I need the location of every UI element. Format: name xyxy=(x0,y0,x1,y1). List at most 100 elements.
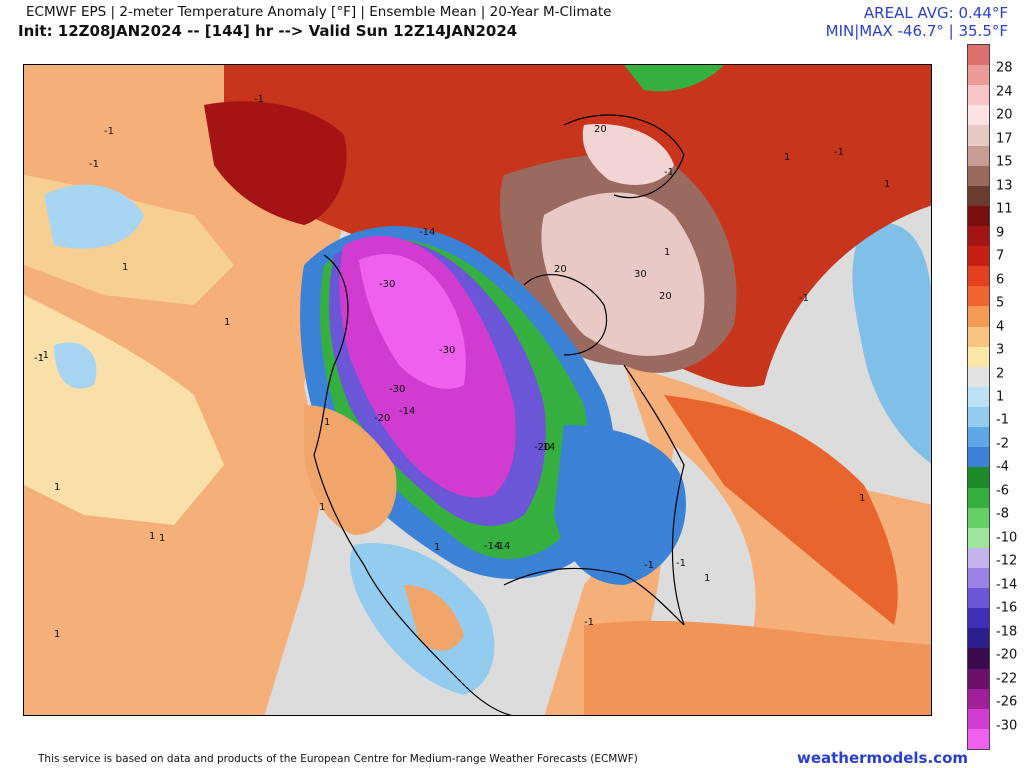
colorbar-swatch xyxy=(968,85,989,106)
colorbar-swatch xyxy=(968,648,989,670)
colorbar-label: 2 xyxy=(996,366,1005,382)
contour-label: -20 xyxy=(374,413,390,424)
colorbar-label: -30 xyxy=(996,718,1018,734)
colorbar-swatch xyxy=(968,547,989,569)
colorbar-swatch xyxy=(968,588,989,609)
colorbar-swatch xyxy=(968,728,989,750)
colorbar-label: 1 xyxy=(996,389,1005,405)
map-title: ECMWF EPS | 2-meter Temperature Anomaly … xyxy=(26,4,612,20)
colorbar-label: -14 xyxy=(996,577,1018,593)
contour-label: -30 xyxy=(389,384,405,395)
greenland-coastline xyxy=(563,114,685,199)
colorbar-swatch xyxy=(968,628,989,649)
contour-label: 20 xyxy=(659,291,672,302)
caribbean-warm xyxy=(584,620,931,715)
alaska-warm xyxy=(204,101,347,225)
colorbar-swatch xyxy=(968,205,989,227)
colorbar-swatch xyxy=(968,125,989,147)
colorbar-swatch xyxy=(968,407,989,428)
contour-label: 1 xyxy=(54,482,60,493)
contour-label: -14 xyxy=(539,442,555,453)
brand-link[interactable]: weathermodels.com xyxy=(796,749,968,767)
colorbar-label: -8 xyxy=(996,506,1009,522)
colorbar-swatch xyxy=(968,346,989,368)
init-valid-time: Init: 12Z08JAN2024 -- [144] hr --> Valid… xyxy=(18,22,518,40)
contour-label: 1 xyxy=(54,629,60,640)
colorbar-label: 28 xyxy=(996,60,1013,76)
colorbar-swatch xyxy=(968,467,989,488)
colorbar-label: -2 xyxy=(996,436,1009,452)
colorbar-label: 7 xyxy=(996,248,1005,264)
colorbar-swatch xyxy=(968,487,989,509)
colorbar-swatch xyxy=(968,386,989,408)
colorbar-swatch xyxy=(968,708,989,730)
contour-label: -14 xyxy=(399,406,415,417)
colorbar-swatch xyxy=(968,65,989,86)
colorbar-swatch xyxy=(968,165,989,187)
atlantic-warm-core xyxy=(664,395,898,625)
colorbar-label: -12 xyxy=(996,553,1018,569)
colorbar-label: 5 xyxy=(996,295,1005,311)
contour-label: 30 xyxy=(634,269,647,280)
anomaly-map: -1 -1 1 -1 -1 1 1 1 -1 -30 -30 -30 -20 -14 -14 -20 -14 20… xyxy=(23,64,932,716)
colorbar-label: -6 xyxy=(996,483,1009,499)
colorbar-label: -4 xyxy=(996,459,1009,475)
hudson-peak xyxy=(541,192,705,356)
colorbar-label: 9 xyxy=(996,225,1005,241)
colorbar-swatch xyxy=(968,45,989,66)
contour-label: 1 xyxy=(224,317,230,328)
colorbar-label: -22 xyxy=(996,671,1018,687)
colorbar-label: 15 xyxy=(996,154,1013,170)
colorbar-swatch xyxy=(968,366,989,388)
colorbar-swatch xyxy=(968,306,989,328)
contour-label: -1 xyxy=(104,126,114,137)
colorbar-swatch xyxy=(968,507,989,529)
colorbar-swatch xyxy=(968,608,989,629)
contour-label: -14 xyxy=(484,541,500,552)
colorbar-label: -10 xyxy=(996,530,1018,546)
na-cold-peak xyxy=(359,254,466,389)
colorbar: 28 24 20 17 15 13 11 9 7 6 5 4 3 2 1 -1 -2 -4 -6 -8 -10 -12 -1… xyxy=(967,44,1017,750)
east-coastline xyxy=(503,364,685,626)
colorbar-label: 4 xyxy=(996,319,1005,335)
contour-labels: -1-11-1-1111-1-30-30-30-20-14-14-20-1420… xyxy=(34,94,890,640)
colorbar-label: -26 xyxy=(996,694,1018,710)
colorbar-swatch xyxy=(968,567,989,589)
colorbar-label: 3 xyxy=(996,342,1005,358)
contour-label: 1 xyxy=(324,417,330,428)
colorbar-swatch xyxy=(968,326,989,348)
contour-label: -1 xyxy=(254,94,264,105)
colorbar-swatch xyxy=(968,266,989,287)
areal-average: AREAL AVG: 0.44°F xyxy=(863,4,1008,22)
greenland-cool xyxy=(624,65,724,92)
colorbar-swatch xyxy=(968,447,989,468)
greenland-peak xyxy=(582,124,674,185)
contour-label: 1 xyxy=(434,542,440,553)
contour-label: -1 xyxy=(584,617,594,628)
contour-label: -1 xyxy=(34,353,44,364)
colorbar-label: 6 xyxy=(996,272,1005,288)
contour-label: -1 xyxy=(834,147,844,158)
contour-label: 1 xyxy=(122,262,128,273)
cool-patch-1 xyxy=(44,184,144,249)
colorbar-swatch xyxy=(968,246,989,267)
hudson-coastline xyxy=(523,274,608,356)
contour-label: -30 xyxy=(379,279,395,290)
west-coastline xyxy=(313,254,513,715)
contour-label: 20 xyxy=(594,124,607,135)
contour-label: -14 xyxy=(419,227,435,238)
map-canvas: -1-11-1-1111-1-30-30-30-20-14-14-20-1420… xyxy=(24,65,931,715)
colorbar-swatch xyxy=(968,427,989,448)
colorbar-swatch xyxy=(968,286,989,307)
colorbar-swatch xyxy=(968,527,989,549)
contour-label: -14 xyxy=(494,541,510,552)
colorbar-swatch xyxy=(968,668,989,690)
colorbar-swatch xyxy=(968,145,989,167)
cool-patch-2 xyxy=(54,342,97,389)
se-cool xyxy=(554,425,686,585)
colorbar-label: -18 xyxy=(996,624,1018,640)
contour-label: 1 xyxy=(319,502,325,513)
contour-label: -20 xyxy=(534,442,550,453)
contour-label: 1 xyxy=(784,152,790,163)
contour-label: -1 xyxy=(644,560,654,571)
